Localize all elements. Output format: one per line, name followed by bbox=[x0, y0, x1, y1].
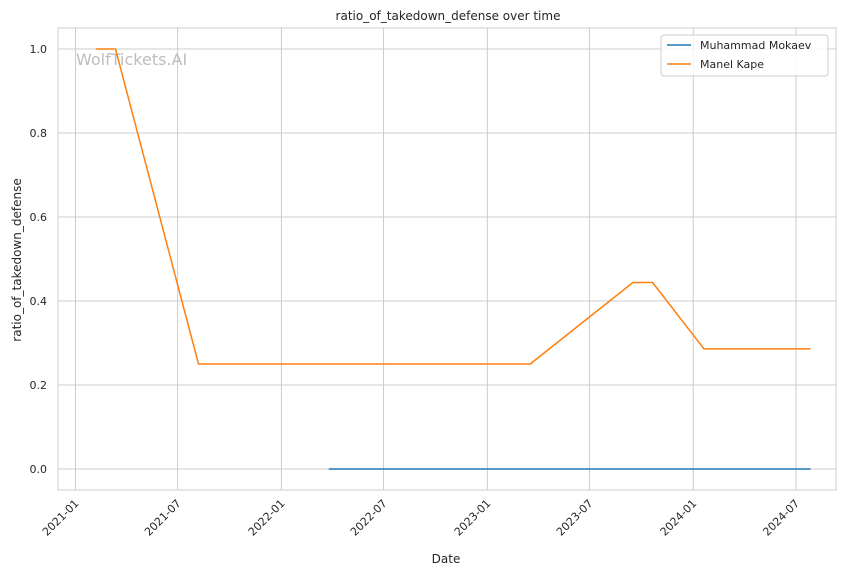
x-tick-labels: 2021-01 2021-07 2022-01 2022-07 2023-01 2023-… bbox=[40, 497, 802, 539]
legend-label: Manel Kape bbox=[700, 58, 764, 71]
series-lines bbox=[95, 48, 811, 470]
legend: Muhammad Mokaev Manel Kape bbox=[660, 34, 829, 77]
y-tick-label: 0.6 bbox=[30, 211, 48, 224]
plot-frame bbox=[57, 27, 837, 491]
series-line bbox=[95, 48, 811, 365]
x-tick-label: 2023-07 bbox=[554, 497, 596, 539]
y-tick-label: 0.0 bbox=[30, 463, 48, 476]
x-tick-label: 2024-01 bbox=[658, 497, 700, 539]
watermark: WolfTickets.AI bbox=[76, 50, 187, 69]
chart-title: ratio_of_takedown_defense over time bbox=[336, 9, 561, 23]
x-tick-label: 2021-01 bbox=[40, 497, 82, 539]
legend-box bbox=[660, 34, 829, 77]
y-tick-label: 1.0 bbox=[30, 43, 48, 56]
y-tick-label: 0.8 bbox=[30, 127, 48, 140]
x-tick-label: 2021-07 bbox=[142, 497, 184, 539]
legend-label: Muhammad Mokaev bbox=[700, 39, 812, 52]
y-axis-label: ratio_of_takedown_defense bbox=[10, 178, 24, 341]
x-tick-label: 2022-01 bbox=[246, 497, 288, 539]
x-tick-label: 2022-07 bbox=[348, 497, 390, 539]
y-tick-label: 0.4 bbox=[30, 295, 48, 308]
x-axis-label: Date bbox=[432, 552, 461, 566]
grid bbox=[58, 28, 836, 490]
y-tick-label: 0.2 bbox=[30, 379, 48, 392]
x-tick-label: 2023-01 bbox=[452, 497, 494, 539]
x-tick-label: 2024-07 bbox=[760, 497, 802, 539]
y-tick-labels: 0.0 0.2 0.4 0.6 0.8 1.0 bbox=[30, 43, 48, 476]
